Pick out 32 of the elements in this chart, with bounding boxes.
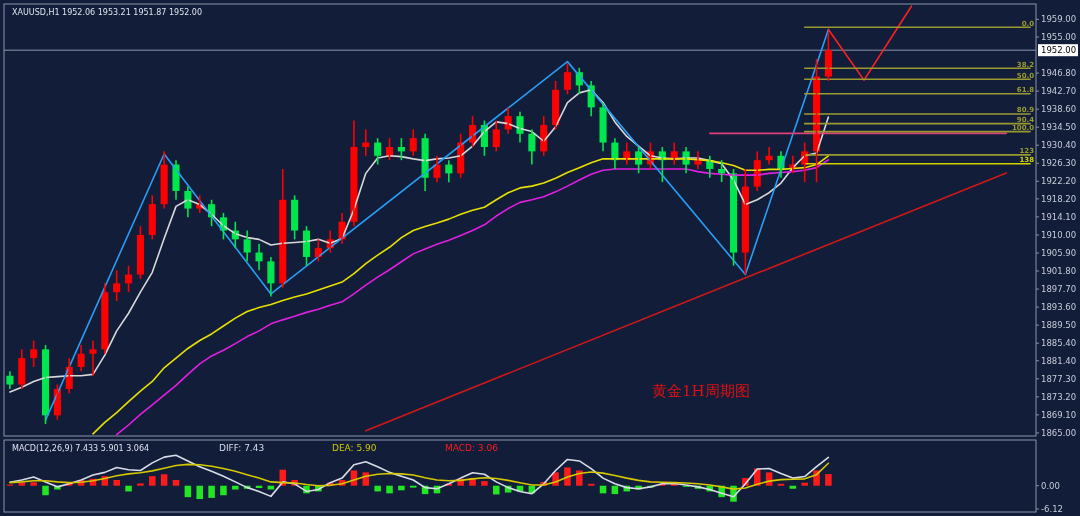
y-tick-label: 1942.70 bbox=[1041, 86, 1077, 97]
text: MACD(12,26,9) 7.433 5.901 3.064 bbox=[12, 444, 150, 453]
y-tick-label: 1946.80 bbox=[1041, 68, 1077, 79]
y-tick-label: 1922.20 bbox=[1041, 176, 1077, 187]
y-tick-label: 1934.50 bbox=[1041, 122, 1077, 133]
y-tick-label: 1914.10 bbox=[1041, 211, 1077, 222]
y-tick-label: 1938.60 bbox=[1041, 104, 1077, 115]
y-tick-label: 1869.10 bbox=[1041, 409, 1077, 420]
annotation: 黄金1H周期图 bbox=[652, 382, 750, 400]
y-tick-label: 1901.80 bbox=[1041, 266, 1077, 277]
y-tick-label: 1930.40 bbox=[1041, 140, 1077, 151]
y-tick-label: 0.00 bbox=[1041, 480, 1060, 491]
y-tick-label: 1955.00 bbox=[1041, 31, 1077, 42]
y-tick-label: 1897.70 bbox=[1041, 284, 1077, 295]
ref-line-label: 1952.00 bbox=[1041, 45, 1077, 56]
text: DEA: 5.90 bbox=[332, 443, 377, 453]
y-tick-label: 1877.30 bbox=[1041, 373, 1077, 384]
text: DIFF: 7.43 bbox=[219, 443, 265, 453]
y-tick-label: 1873.20 bbox=[1041, 391, 1077, 402]
y-tick-label: 1910.00 bbox=[1041, 229, 1077, 240]
y-tick-label: 1926.30 bbox=[1041, 158, 1077, 169]
y-tick-label: 1889.50 bbox=[1041, 320, 1077, 331]
y-tick-label: 1918.20 bbox=[1041, 193, 1077, 204]
y-tick-label: 1893.60 bbox=[1041, 302, 1077, 313]
y-tick-label: 1885.40 bbox=[1041, 338, 1077, 349]
text: MACD: 3.06 bbox=[445, 443, 499, 453]
y-tick-label: 1959.00 bbox=[1041, 14, 1077, 25]
y-tick-label: 1905.90 bbox=[1041, 247, 1077, 258]
y-tick-label: 1881.40 bbox=[1041, 355, 1077, 366]
y-tick-label: 1865.00 bbox=[1041, 427, 1077, 438]
text: XAUUSD,H1 1952.06 1953.21 1951.87 1952.00 bbox=[12, 8, 203, 17]
y-tick-label: -6.12 bbox=[1041, 504, 1063, 515]
